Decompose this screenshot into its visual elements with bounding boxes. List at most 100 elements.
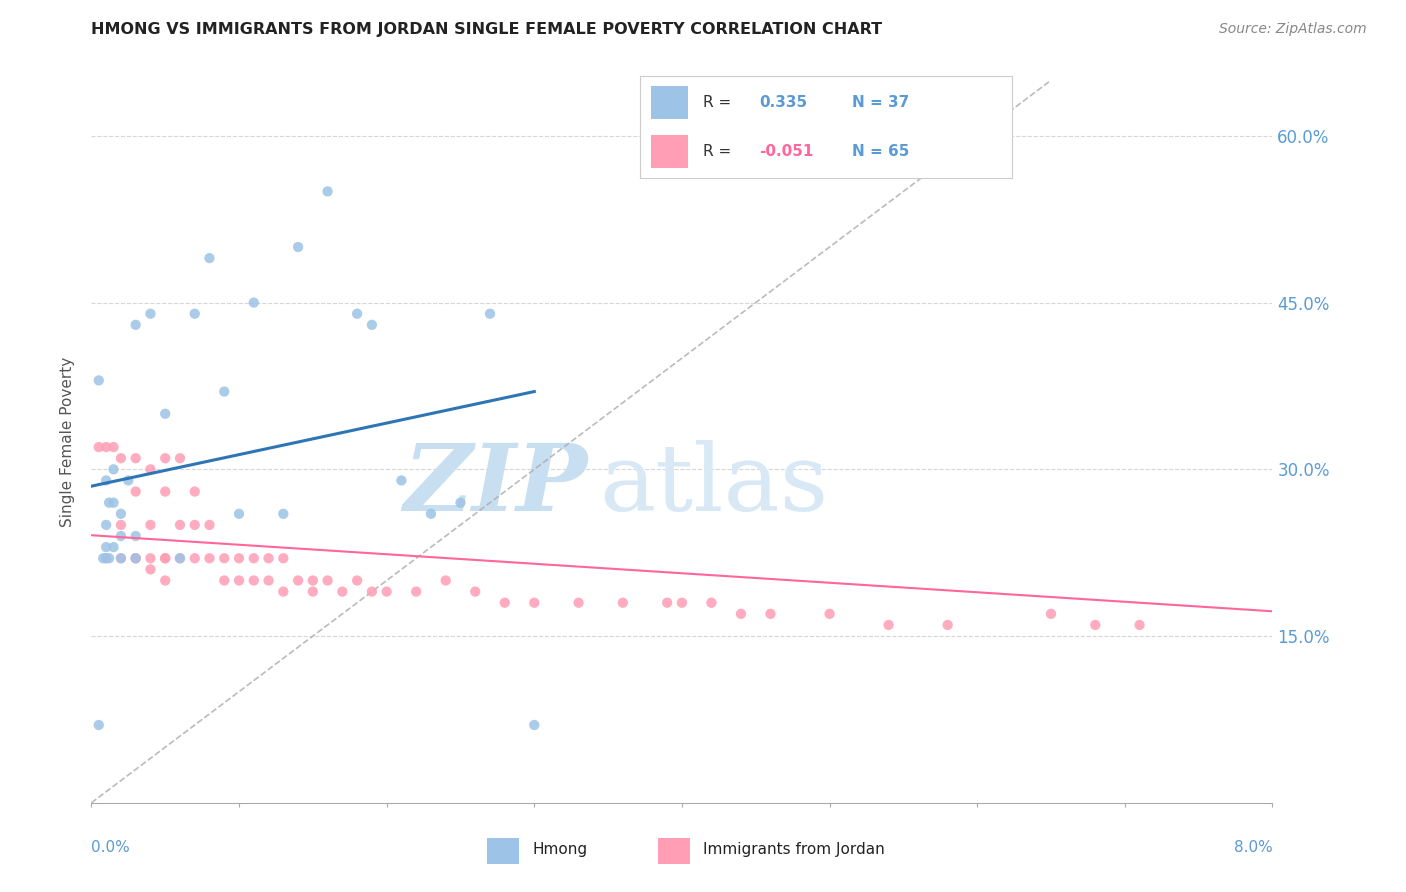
Point xyxy=(124,451,148,466)
Point xyxy=(419,507,441,521)
Text: 8.0%: 8.0% xyxy=(1233,840,1272,855)
Point xyxy=(214,574,236,588)
Point xyxy=(153,451,177,466)
Point xyxy=(87,373,110,387)
Point xyxy=(405,584,427,599)
Point xyxy=(332,584,354,599)
Point xyxy=(139,517,162,532)
Point xyxy=(198,251,221,265)
Point xyxy=(671,596,693,610)
Point xyxy=(103,496,125,510)
Point xyxy=(214,384,236,399)
Point xyxy=(169,517,191,532)
Point xyxy=(759,607,782,621)
Point xyxy=(139,551,162,566)
Point xyxy=(117,474,139,488)
Text: 0.0%: 0.0% xyxy=(91,840,131,855)
Point xyxy=(91,551,114,566)
Point xyxy=(228,551,250,566)
Point xyxy=(96,551,118,566)
Point xyxy=(153,484,177,499)
Point xyxy=(478,307,502,321)
Point xyxy=(153,551,177,566)
Point xyxy=(124,484,148,499)
Point xyxy=(98,551,121,566)
Point xyxy=(1084,618,1107,632)
Point xyxy=(110,551,132,566)
Point xyxy=(169,451,191,466)
Point xyxy=(96,551,118,566)
Text: N = 65: N = 65 xyxy=(852,145,910,160)
Point xyxy=(124,551,148,566)
Point xyxy=(243,295,266,310)
FancyBboxPatch shape xyxy=(651,136,688,168)
Point xyxy=(346,307,368,321)
Point xyxy=(183,307,207,321)
Point xyxy=(87,718,110,732)
Point xyxy=(139,307,162,321)
Point xyxy=(96,474,118,488)
Point xyxy=(655,596,678,610)
Text: ZIP: ZIP xyxy=(404,440,588,530)
Point xyxy=(243,551,266,566)
Text: R =: R = xyxy=(703,95,737,110)
Point xyxy=(153,574,177,588)
Point xyxy=(360,584,382,599)
Point xyxy=(198,551,221,566)
Point xyxy=(360,318,382,332)
Point xyxy=(316,185,339,199)
Point xyxy=(139,462,162,476)
Point xyxy=(494,596,516,610)
Point xyxy=(877,618,900,632)
Point xyxy=(87,440,110,454)
Text: HMONG VS IMMIGRANTS FROM JORDAN SINGLE FEMALE POVERTY CORRELATION CHART: HMONG VS IMMIGRANTS FROM JORDAN SINGLE F… xyxy=(91,22,883,37)
Point xyxy=(301,584,323,599)
Point xyxy=(103,540,125,554)
Point xyxy=(183,517,207,532)
Point xyxy=(153,407,177,421)
FancyBboxPatch shape xyxy=(658,838,689,863)
Point xyxy=(1129,618,1152,632)
Text: Hmong: Hmong xyxy=(531,842,588,857)
Point xyxy=(1040,607,1063,621)
Point xyxy=(124,551,148,566)
Point xyxy=(110,451,132,466)
Point xyxy=(818,607,841,621)
Point xyxy=(301,574,323,588)
Point xyxy=(346,574,368,588)
Point xyxy=(257,574,280,588)
Text: Immigrants from Jordan: Immigrants from Jordan xyxy=(703,842,884,857)
Point xyxy=(103,462,125,476)
Point xyxy=(936,618,959,632)
Point xyxy=(96,540,118,554)
Point xyxy=(139,562,162,576)
Point xyxy=(214,551,236,566)
Point xyxy=(391,474,413,488)
Point xyxy=(271,507,295,521)
Point xyxy=(243,574,266,588)
Point xyxy=(110,507,132,521)
Text: atlas: atlas xyxy=(599,440,828,530)
Point xyxy=(110,529,132,543)
Point xyxy=(464,584,486,599)
FancyBboxPatch shape xyxy=(486,838,519,863)
Point xyxy=(228,574,250,588)
Point xyxy=(169,551,191,566)
Point xyxy=(228,507,250,521)
Point xyxy=(103,440,125,454)
Point xyxy=(183,551,207,566)
Point xyxy=(257,551,280,566)
Text: 0.335: 0.335 xyxy=(759,95,807,110)
Point xyxy=(287,240,309,254)
Text: Source: ZipAtlas.com: Source: ZipAtlas.com xyxy=(1219,22,1367,37)
Point xyxy=(523,718,546,732)
Point xyxy=(523,596,546,610)
Point xyxy=(96,440,118,454)
Point xyxy=(995,118,1018,132)
Point xyxy=(375,584,398,599)
Point xyxy=(730,607,752,621)
Point xyxy=(110,551,132,566)
Point xyxy=(96,517,118,532)
Point xyxy=(98,496,121,510)
Point xyxy=(612,596,634,610)
